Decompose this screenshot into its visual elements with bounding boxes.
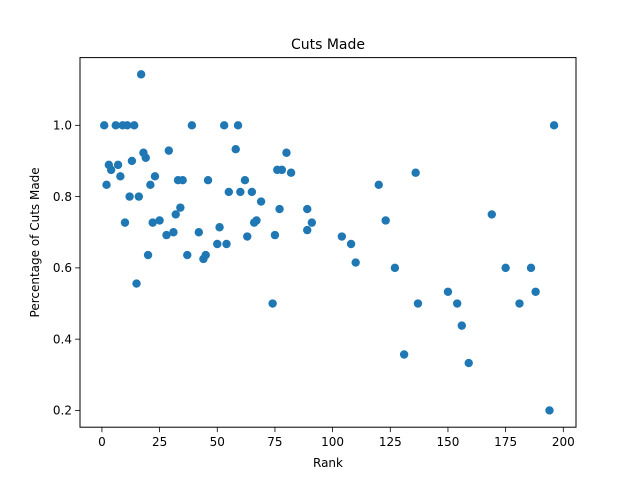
data-point — [390, 263, 400, 273]
data-point — [337, 232, 347, 241]
plot-frame — [79, 57, 577, 428]
data-point — [443, 287, 453, 296]
data-point — [155, 216, 164, 225]
y-tick-label: 0.6 — [53, 261, 72, 275]
data-point — [303, 225, 312, 235]
data-point — [150, 172, 160, 181]
data-point — [130, 121, 139, 130]
x-tick-label: 25 — [152, 435, 167, 449]
data-point — [247, 187, 257, 197]
data-point — [286, 168, 296, 177]
data-point — [399, 350, 409, 359]
data-point — [164, 146, 174, 155]
data-point — [381, 216, 390, 225]
data-point — [187, 121, 197, 130]
data-point — [143, 250, 153, 260]
x-axis: 0 25 50 75 100 125 150 175 200 — [98, 427, 575, 449]
data-point — [303, 204, 312, 214]
points-layer — [100, 70, 559, 415]
x-tick-label: 200 — [552, 435, 575, 449]
data-point — [120, 218, 130, 227]
y-axis-title: Percentage of Cuts Made — [28, 167, 42, 317]
data-point — [106, 165, 116, 175]
data-point — [452, 299, 462, 308]
data-point — [277, 165, 287, 175]
data-point — [231, 144, 240, 154]
data-point — [171, 210, 180, 219]
data-point — [178, 176, 187, 185]
data-point — [116, 172, 125, 181]
data-point — [457, 321, 467, 330]
data-point — [162, 230, 171, 240]
data-point — [236, 187, 245, 197]
data-point — [351, 258, 360, 267]
x-tick-label: 175 — [494, 435, 517, 449]
data-point — [169, 228, 178, 237]
data-point — [219, 121, 229, 130]
data-point — [307, 218, 317, 227]
data-point — [132, 279, 141, 288]
y-tick-label: 0.4 — [53, 332, 72, 346]
data-point — [125, 192, 134, 201]
data-point — [213, 239, 222, 249]
data-point — [268, 299, 277, 308]
data-point — [487, 210, 496, 219]
data-point — [194, 228, 204, 237]
data-point — [413, 299, 423, 308]
data-point — [183, 250, 192, 260]
data-point — [127, 156, 137, 166]
data-point — [275, 204, 284, 214]
data-point — [146, 180, 155, 190]
data-point — [270, 230, 280, 240]
x-tick-label: 75 — [267, 435, 282, 449]
data-point — [136, 70, 146, 79]
y-tick-label: 1.0 — [53, 119, 72, 133]
data-point — [148, 218, 157, 227]
y-axis: 0.2 0.4 0.6 0.8 1.0 — [53, 119, 80, 418]
y-tick-label: 0.8 — [53, 190, 72, 204]
data-point — [113, 160, 123, 170]
y-tick-label: 0.2 — [53, 404, 72, 418]
x-tick-label: 125 — [379, 435, 402, 449]
data-point — [515, 299, 524, 308]
data-point — [240, 176, 250, 185]
data-point — [123, 121, 132, 130]
chart-title: Cuts Made — [291, 37, 365, 53]
data-point — [252, 216, 261, 225]
x-tick-label: 0 — [98, 435, 106, 449]
data-point — [102, 180, 111, 190]
x-axis-title: Rank — [313, 456, 343, 470]
data-point — [176, 203, 185, 212]
data-point — [224, 187, 233, 197]
data-point — [549, 121, 559, 130]
data-point — [256, 197, 266, 206]
data-point — [215, 223, 224, 232]
data-point — [233, 121, 243, 130]
x-tick-label: 100 — [321, 435, 344, 449]
data-point — [526, 263, 536, 273]
data-point — [201, 250, 210, 260]
data-point — [531, 287, 540, 296]
data-point — [282, 148, 291, 157]
data-point — [243, 232, 252, 241]
x-tick-label: 50 — [210, 435, 225, 449]
data-point — [111, 121, 120, 130]
data-point — [501, 263, 510, 273]
data-point — [464, 358, 473, 368]
data-point — [411, 168, 420, 177]
x-tick-label: 150 — [437, 435, 460, 449]
data-point — [222, 239, 231, 249]
data-point — [100, 121, 109, 130]
data-point — [374, 180, 383, 190]
data-point — [141, 153, 150, 162]
data-point — [134, 192, 144, 201]
data-point — [545, 406, 554, 415]
data-point — [346, 239, 356, 249]
data-point — [203, 176, 213, 185]
